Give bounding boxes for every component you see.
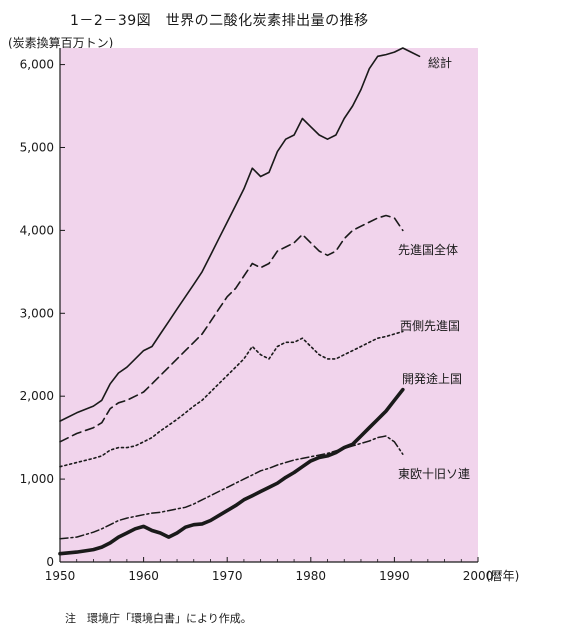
series-line-4 <box>58 387 405 556</box>
chart-title: 1－2－39図 世界の二酸化炭素排出量の推移 <box>70 13 369 29</box>
series-label-1: 総計 <box>428 55 452 70</box>
series-line-3 <box>59 330 404 468</box>
y-tick-label: 2,000 <box>20 389 54 403</box>
x-tick-label: 2000 <box>463 569 494 583</box>
x-tick-label: 1990 <box>379 569 410 583</box>
source-note: 注 環境庁「環境白書」により作成。 <box>65 612 252 625</box>
series-layer <box>58 47 421 556</box>
y-tick-label: 1,000 <box>20 472 54 486</box>
series-line-1 <box>59 47 421 422</box>
series-label-3: 西側先進国 <box>400 319 460 333</box>
axes: 0 1,000 2,000 3,000 4,000 5,000 6,000 1950 1960 1… <box>20 48 494 583</box>
x-tick-label: 1960 <box>128 569 159 583</box>
y-axis-unit-label: (炭素換算百万トン) <box>8 36 114 50</box>
x-tick-label: 1950 <box>45 569 76 583</box>
series-label-5: 東欧十旧ソ連 <box>398 467 470 481</box>
series-line-2 <box>59 214 404 443</box>
series-label-2: 先進国全体 <box>398 242 458 257</box>
x-tick-label: 1970 <box>212 569 243 583</box>
y-tick-label: 4,000 <box>20 223 54 237</box>
x-axis-label: (暦年) <box>486 569 519 583</box>
y-tick-label: 3,000 <box>20 306 54 320</box>
x-tick-label: 1980 <box>296 569 327 583</box>
y-tick-label: 6,000 <box>20 58 54 72</box>
plot-area <box>60 48 478 562</box>
y-tick-label: 0 <box>46 555 54 569</box>
y-tick-label: 5,000 <box>20 140 54 154</box>
series-label-4: 開発途上国 <box>402 371 462 386</box>
series-line-5 <box>59 435 404 540</box>
